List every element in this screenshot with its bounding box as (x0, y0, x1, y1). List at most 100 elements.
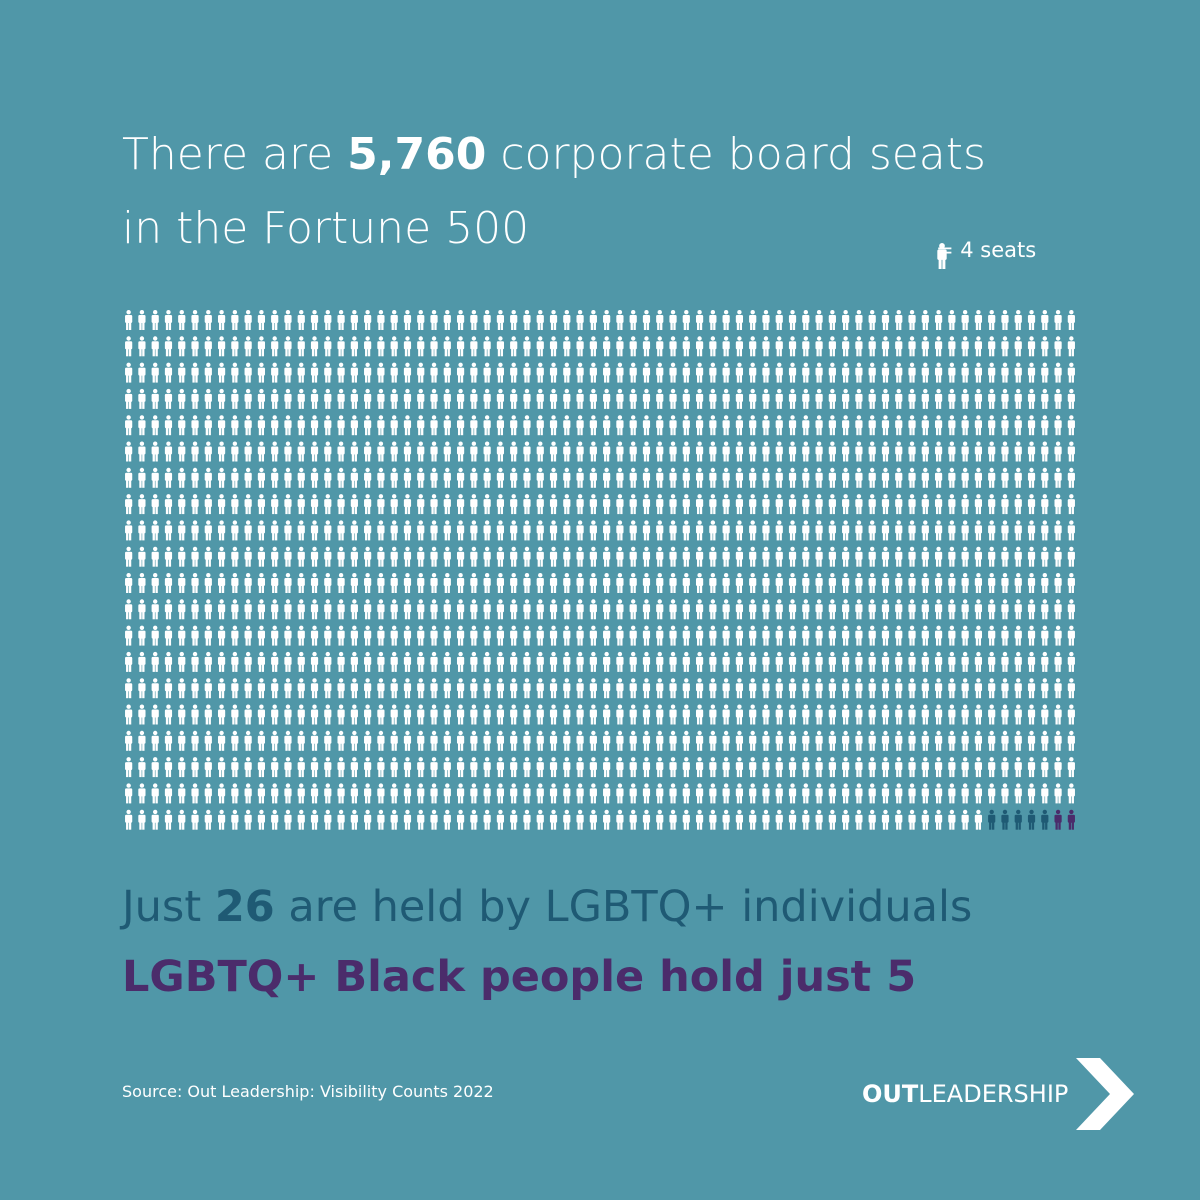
person-icon (656, 625, 664, 646)
person-icon (868, 336, 876, 357)
person-icon (603, 783, 611, 804)
person-icon (350, 757, 358, 778)
person-icon (563, 783, 571, 804)
person-icon (735, 757, 744, 778)
person-icon (788, 546, 797, 567)
person-icon (948, 651, 956, 672)
person-icon (934, 494, 943, 515)
person-icon (735, 494, 744, 515)
person-icon (204, 678, 212, 699)
person-icon (669, 310, 677, 330)
text: are held by LGBTQ+ individuals (288, 882, 973, 932)
person-icon (231, 704, 239, 725)
person-icon (642, 388, 651, 409)
person-icon (244, 415, 252, 436)
person-icon (390, 494, 398, 515)
person-icon (456, 494, 465, 515)
person-icon (828, 730, 836, 751)
person-icon (656, 783, 664, 804)
person-icon (589, 704, 597, 725)
person-icon (443, 336, 451, 357)
person-icon (151, 651, 159, 672)
person-icon (151, 467, 159, 488)
person-icon (364, 678, 372, 699)
person-icon (390, 704, 398, 725)
person-icon (988, 625, 996, 646)
person-icon (125, 783, 133, 804)
person-icon (762, 704, 770, 725)
person-icon (788, 336, 797, 357)
person-icon (324, 467, 332, 488)
person-icon (603, 809, 611, 830)
person-icon (656, 573, 664, 593)
person-icon (788, 783, 797, 804)
person-icon (775, 546, 783, 567)
person-icon (324, 415, 332, 436)
person-icon (762, 467, 770, 488)
person-icon (908, 546, 916, 567)
person-icon (430, 415, 438, 436)
person-icon (324, 678, 332, 699)
person-icon (164, 809, 173, 830)
person-icon (297, 599, 305, 620)
person-icon (629, 730, 637, 751)
person-icon (324, 757, 332, 778)
person-icon (934, 651, 943, 672)
person-icon (1067, 651, 1075, 672)
person-icon (961, 783, 969, 804)
person-icon (616, 757, 624, 778)
person-icon (868, 573, 876, 593)
person-icon (961, 415, 969, 436)
person-icon (788, 625, 797, 646)
person-icon (1041, 730, 1049, 751)
person-icon (417, 625, 425, 646)
person-icon (895, 599, 903, 620)
person-icon (284, 336, 292, 357)
person-icon (496, 546, 505, 567)
person-icon (178, 651, 186, 672)
person-icon (1014, 730, 1022, 751)
person-icon (510, 651, 518, 672)
person-icon (908, 757, 916, 778)
person-icon (948, 362, 956, 383)
person-icon (483, 415, 491, 436)
person-icon (417, 520, 425, 541)
person-icon (1027, 757, 1036, 778)
person-icon (523, 599, 531, 620)
person-icon (815, 783, 823, 804)
person-icon (576, 651, 584, 672)
person-icon (151, 809, 159, 830)
person-icon (310, 757, 319, 778)
person-icon (974, 336, 983, 357)
person-icon (443, 599, 451, 620)
person-icon (297, 415, 305, 436)
person-icon (1027, 546, 1036, 567)
title-number: 5,760 (347, 129, 487, 180)
person-icon (921, 757, 929, 778)
person-icon (523, 809, 531, 830)
person-icon (908, 388, 916, 409)
person-icon (722, 494, 730, 515)
person-icon (324, 599, 332, 620)
person-icon (695, 573, 704, 593)
person-icon (735, 651, 744, 672)
person-icon (1054, 415, 1062, 436)
person-icon (1067, 494, 1075, 515)
person-icon (125, 520, 133, 541)
text: LGBTQ+ Black people hold just (122, 952, 872, 1002)
person-icon (164, 441, 173, 462)
person-icon (523, 441, 531, 462)
person-icon (496, 310, 505, 330)
person-icon (443, 362, 451, 383)
person-icon (403, 730, 412, 751)
person-icon (589, 388, 597, 409)
person-icon (523, 467, 531, 488)
person-icon (443, 546, 451, 567)
person-icon (350, 573, 358, 593)
person-icon (576, 336, 584, 357)
person-icon (257, 625, 266, 646)
person-icon (1054, 573, 1062, 593)
person-icon (125, 467, 133, 488)
person-icon (802, 494, 810, 515)
